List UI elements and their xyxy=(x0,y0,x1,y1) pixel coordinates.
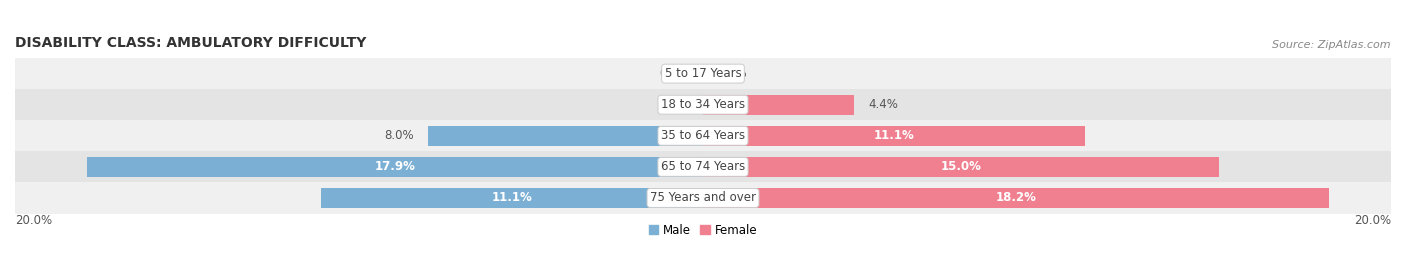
Text: 11.1%: 11.1% xyxy=(492,191,533,204)
Bar xyxy=(15,120,1391,151)
Text: 65 to 74 Years: 65 to 74 Years xyxy=(661,160,745,173)
Text: 18 to 34 Years: 18 to 34 Years xyxy=(661,98,745,111)
Bar xyxy=(703,95,855,115)
Text: 35 to 64 Years: 35 to 64 Years xyxy=(661,129,745,142)
Text: 0.0%: 0.0% xyxy=(659,98,689,111)
Text: 20.0%: 20.0% xyxy=(15,214,52,226)
Text: DISABILITY CLASS: AMBULATORY DIFFICULTY: DISABILITY CLASS: AMBULATORY DIFFICULTY xyxy=(15,36,367,50)
Text: 20.0%: 20.0% xyxy=(1354,214,1391,226)
Text: 5 to 17 Years: 5 to 17 Years xyxy=(665,67,741,80)
Bar xyxy=(703,126,1085,146)
Text: 8.0%: 8.0% xyxy=(384,129,413,142)
Bar xyxy=(15,89,1391,120)
Bar xyxy=(703,157,1219,177)
Text: 0.0%: 0.0% xyxy=(717,67,747,80)
Text: 75 Years and over: 75 Years and over xyxy=(650,191,756,204)
Text: 18.2%: 18.2% xyxy=(995,191,1036,204)
Bar xyxy=(15,151,1391,183)
Text: 15.0%: 15.0% xyxy=(941,160,981,173)
Text: Source: ZipAtlas.com: Source: ZipAtlas.com xyxy=(1272,40,1391,50)
Text: 4.4%: 4.4% xyxy=(868,98,898,111)
Bar xyxy=(703,188,1329,208)
Text: 11.1%: 11.1% xyxy=(873,129,914,142)
Bar xyxy=(15,183,1391,214)
Bar xyxy=(321,188,703,208)
Bar xyxy=(87,157,703,177)
Legend: Male, Female: Male, Female xyxy=(644,219,762,242)
Bar xyxy=(15,58,1391,89)
Text: 17.9%: 17.9% xyxy=(374,160,416,173)
Text: 0.0%: 0.0% xyxy=(659,67,689,80)
Bar xyxy=(427,126,703,146)
